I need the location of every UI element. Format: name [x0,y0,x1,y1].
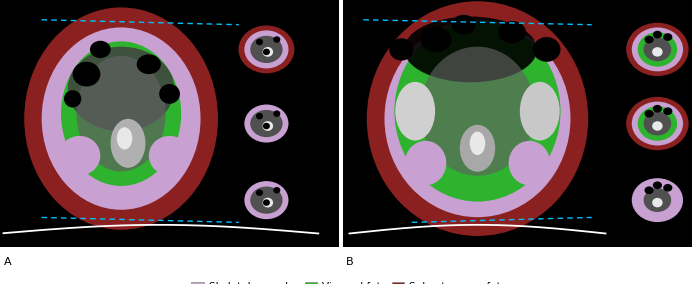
Ellipse shape [420,27,451,52]
Ellipse shape [64,90,82,107]
Ellipse shape [273,36,280,43]
Ellipse shape [652,121,663,131]
Ellipse shape [149,136,190,176]
Ellipse shape [244,181,289,219]
Ellipse shape [262,121,273,131]
Ellipse shape [653,181,662,189]
Ellipse shape [90,41,111,58]
Ellipse shape [644,37,671,61]
Ellipse shape [244,30,289,68]
Ellipse shape [111,119,145,168]
FancyBboxPatch shape [624,20,690,79]
Ellipse shape [644,112,671,135]
Ellipse shape [251,187,282,214]
Ellipse shape [626,23,689,76]
Ellipse shape [663,33,673,41]
Ellipse shape [61,41,181,186]
Ellipse shape [263,49,270,55]
Ellipse shape [263,199,270,206]
Text: B: B [346,257,354,267]
Ellipse shape [159,84,180,104]
Ellipse shape [117,127,132,149]
Ellipse shape [652,47,663,57]
Ellipse shape [367,1,588,236]
Ellipse shape [509,141,550,185]
FancyBboxPatch shape [624,94,690,153]
Ellipse shape [459,125,495,172]
Ellipse shape [638,32,677,67]
Ellipse shape [68,47,174,131]
Ellipse shape [251,110,282,137]
Ellipse shape [663,107,673,115]
Ellipse shape [239,26,294,73]
Ellipse shape [24,7,218,230]
Ellipse shape [136,54,161,74]
Ellipse shape [394,21,561,202]
Ellipse shape [244,105,289,143]
Ellipse shape [533,37,561,62]
Legend: Skeletal  muscle, Visceral fat, Subcutaneous fat: Skeletal muscle, Visceral fat, Subcutane… [187,278,505,284]
FancyBboxPatch shape [624,170,690,230]
Ellipse shape [405,141,446,185]
Ellipse shape [420,47,535,176]
Ellipse shape [256,39,263,45]
FancyBboxPatch shape [343,0,692,247]
Ellipse shape [644,110,654,118]
Ellipse shape [262,198,273,208]
Ellipse shape [520,82,560,141]
FancyBboxPatch shape [237,173,296,227]
FancyBboxPatch shape [237,22,296,77]
Ellipse shape [395,82,435,141]
Ellipse shape [385,20,570,217]
Ellipse shape [42,28,201,210]
Ellipse shape [632,102,683,145]
Ellipse shape [262,47,273,57]
Ellipse shape [652,198,663,207]
Ellipse shape [389,38,413,60]
Ellipse shape [644,186,654,194]
Ellipse shape [77,56,165,172]
Ellipse shape [638,106,677,141]
Ellipse shape [273,187,280,193]
Ellipse shape [644,188,671,212]
Ellipse shape [653,105,662,112]
Ellipse shape [273,110,280,117]
Ellipse shape [263,123,270,129]
Ellipse shape [644,36,654,43]
Ellipse shape [251,36,282,63]
Ellipse shape [59,136,100,176]
Ellipse shape [256,189,263,196]
Ellipse shape [653,31,662,38]
Ellipse shape [498,21,526,43]
Ellipse shape [632,28,683,71]
Ellipse shape [663,184,673,192]
Ellipse shape [256,113,263,119]
Ellipse shape [451,15,475,35]
FancyBboxPatch shape [237,96,296,151]
Ellipse shape [404,16,537,82]
Ellipse shape [470,131,485,155]
Ellipse shape [626,97,689,150]
Text: A: A [3,257,11,267]
Ellipse shape [632,178,683,222]
Ellipse shape [73,62,100,87]
FancyBboxPatch shape [0,0,339,247]
